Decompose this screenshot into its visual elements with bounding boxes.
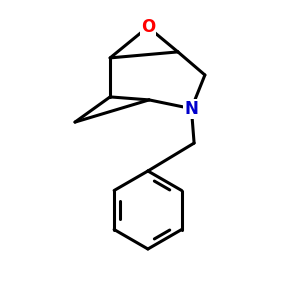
Text: O: O [141,18,155,36]
Text: N: N [184,100,198,118]
